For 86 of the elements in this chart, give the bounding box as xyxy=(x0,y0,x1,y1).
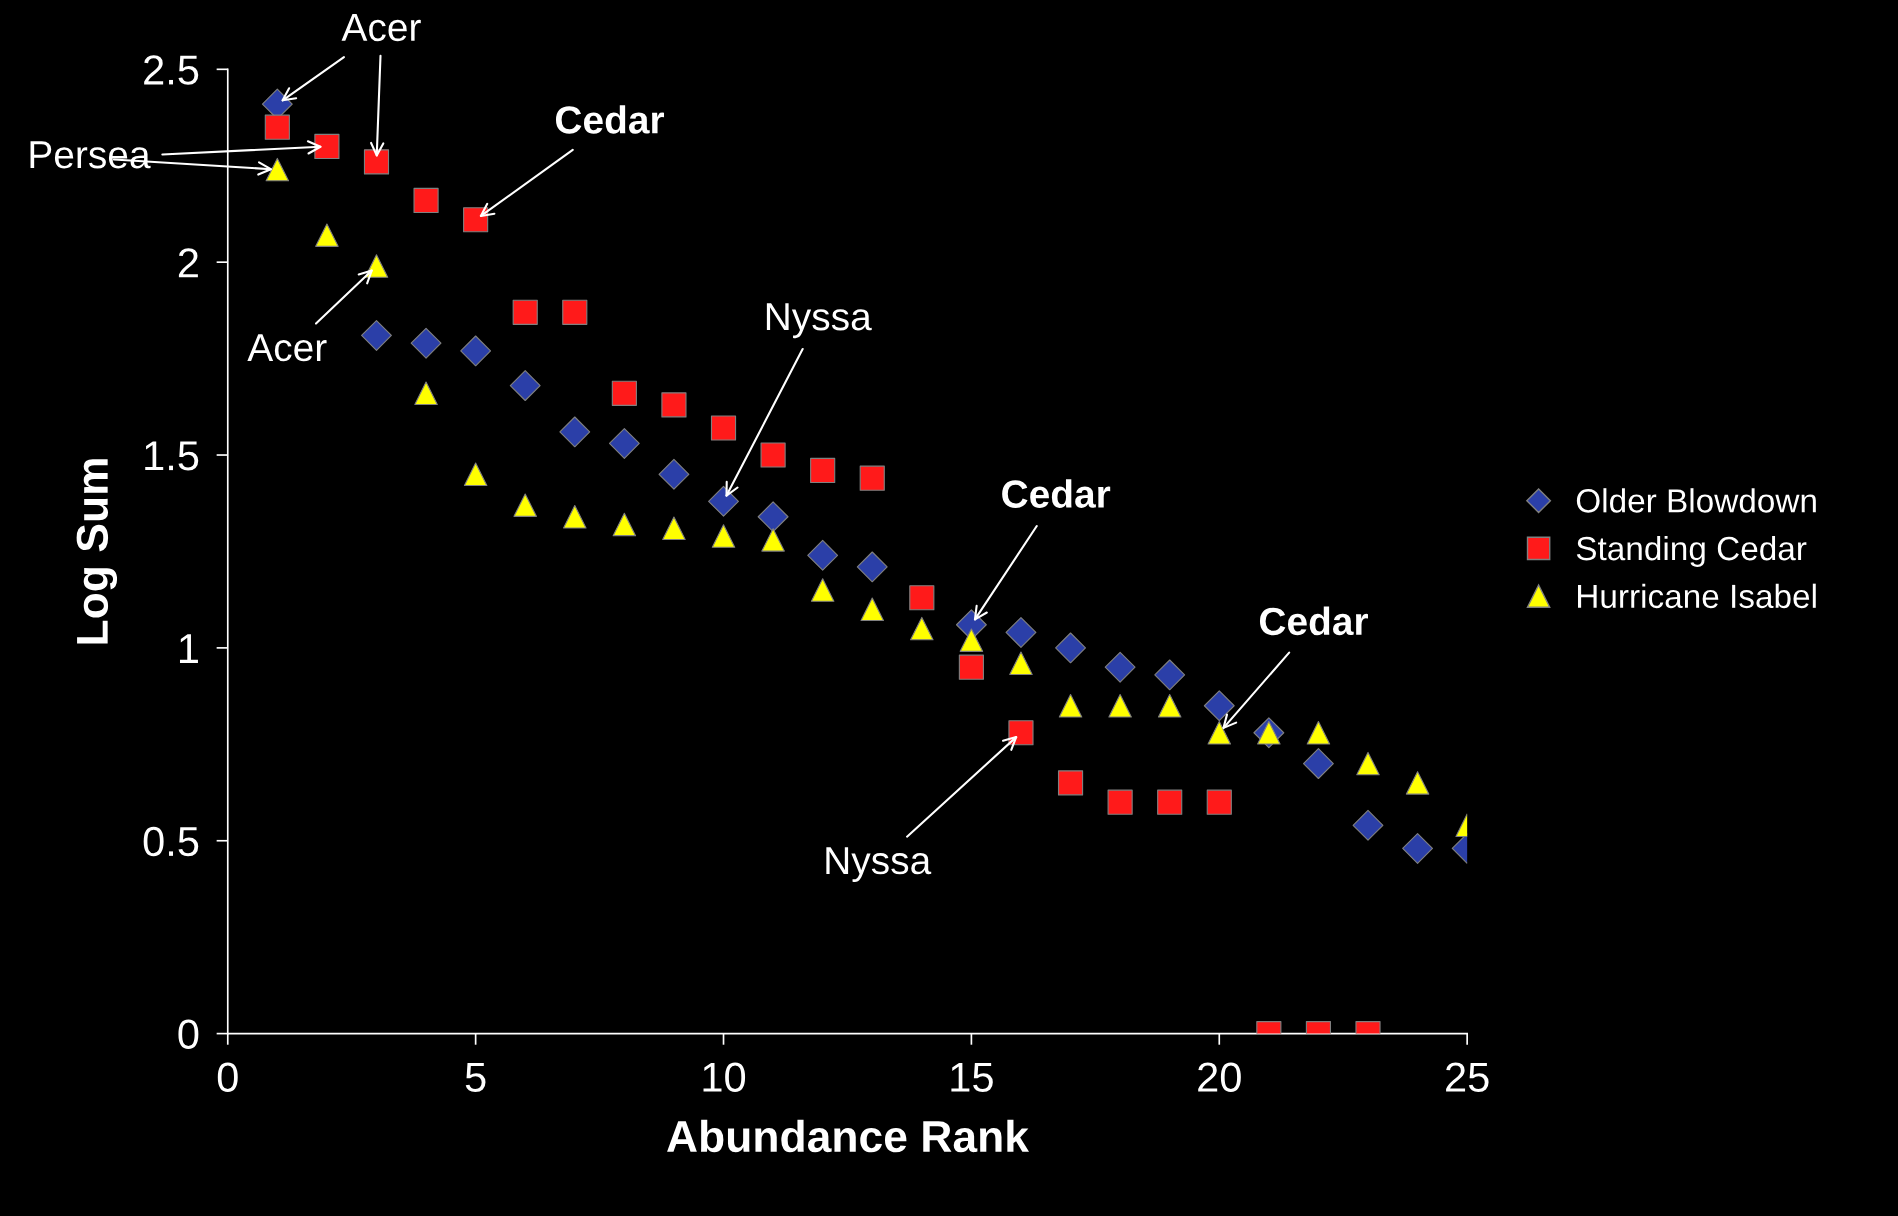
legend-label: Standing Cedar xyxy=(1576,535,1807,567)
point xyxy=(1306,720,1331,745)
point xyxy=(559,416,591,448)
point xyxy=(1055,632,1086,664)
point xyxy=(1302,748,1334,780)
point xyxy=(1157,693,1182,718)
legend-label: Hurricane Isabel xyxy=(1578,583,1816,609)
point xyxy=(361,320,392,351)
point xyxy=(761,528,785,552)
point xyxy=(859,465,885,491)
point xyxy=(860,597,884,622)
point xyxy=(1008,720,1034,746)
y-tick-label: 2 xyxy=(178,248,198,278)
point xyxy=(1058,693,1083,718)
point xyxy=(562,299,588,325)
point xyxy=(460,335,492,367)
annotation: Acer xyxy=(247,334,327,362)
point xyxy=(1207,720,1232,745)
point xyxy=(1352,809,1384,841)
x-axis-title: Abundance Rank xyxy=(667,1119,1030,1153)
point xyxy=(662,516,686,541)
y-tick-label: 1 xyxy=(179,634,198,663)
x-tick-label: 5 xyxy=(465,1062,486,1092)
point xyxy=(414,381,438,406)
legend-label: Older Blowdown xyxy=(1576,488,1816,513)
point xyxy=(1356,751,1380,776)
y-axis-title: Log Sum xyxy=(76,459,118,644)
point xyxy=(710,415,737,441)
point xyxy=(563,504,587,529)
point xyxy=(856,551,888,583)
point xyxy=(1203,690,1235,722)
point xyxy=(810,578,835,602)
annotation: Cedar xyxy=(1259,606,1368,636)
annotation: Persea xyxy=(30,141,151,169)
x-tick-label: 15 xyxy=(951,1062,993,1092)
point xyxy=(1104,651,1136,683)
point xyxy=(1405,771,1430,795)
point xyxy=(413,187,439,214)
point xyxy=(315,223,339,247)
x-tick-label: 10 xyxy=(703,1062,746,1092)
point xyxy=(1005,617,1037,648)
point xyxy=(958,654,984,680)
point xyxy=(661,392,687,418)
y-tick-label: 2.5 xyxy=(144,55,199,85)
point xyxy=(265,157,290,182)
point xyxy=(1009,651,1033,676)
point xyxy=(512,299,538,325)
annotation: Nyssa xyxy=(766,303,872,339)
point xyxy=(711,524,736,548)
point xyxy=(910,616,934,641)
y-tick-label: 1.5 xyxy=(145,441,199,471)
point xyxy=(807,539,839,571)
point xyxy=(1402,833,1434,864)
point xyxy=(314,133,340,160)
point xyxy=(810,457,836,484)
annotation: Acer xyxy=(341,14,421,42)
point xyxy=(608,428,640,459)
point xyxy=(658,458,690,490)
point xyxy=(760,442,786,468)
point xyxy=(410,327,442,359)
point xyxy=(1107,789,1133,815)
y-tick-label: 0 xyxy=(178,1019,199,1050)
point xyxy=(1108,693,1132,718)
point xyxy=(909,585,935,611)
annotation: Cedar xyxy=(555,105,665,134)
point xyxy=(959,628,984,652)
point xyxy=(463,462,488,487)
x-tick-label: 25 xyxy=(1446,1062,1489,1092)
point xyxy=(264,114,290,140)
point xyxy=(612,512,637,537)
x-tick-label: 20 xyxy=(1198,1062,1241,1092)
annotation: Nyssa xyxy=(826,847,932,883)
point xyxy=(363,149,390,175)
point xyxy=(611,380,637,406)
y-tick-label: 0.5 xyxy=(143,826,199,857)
x-tick-label: 0 xyxy=(217,1062,238,1092)
point xyxy=(757,501,789,533)
point xyxy=(1157,789,1183,815)
point xyxy=(513,493,537,517)
annotation: Cedar xyxy=(1002,479,1111,508)
point xyxy=(463,207,489,233)
point xyxy=(1057,770,1084,796)
point xyxy=(1154,659,1186,691)
point xyxy=(708,485,739,517)
point xyxy=(1206,789,1232,815)
point xyxy=(509,370,541,402)
